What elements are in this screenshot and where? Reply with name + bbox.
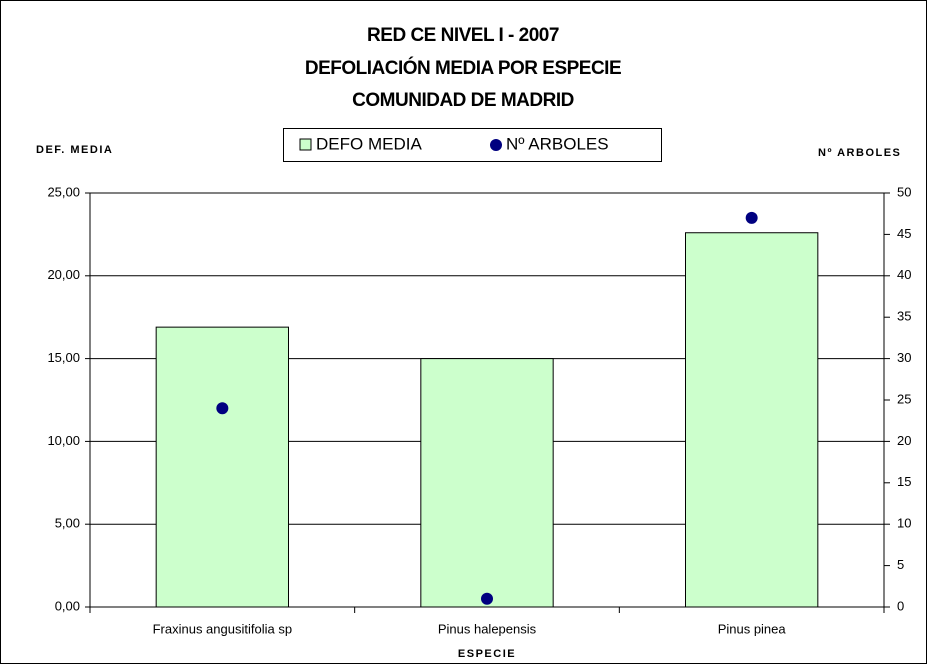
y2-tick-label: 20: [897, 433, 911, 448]
x-tick-label: Pinus halepensis: [438, 621, 537, 636]
legend-swatch: [299, 138, 312, 151]
y2-tick-label: 15: [897, 474, 911, 489]
chart-title: RED CE NIVEL I - 2007: [367, 25, 559, 46]
y2-tick-label: 30: [897, 350, 911, 365]
y-tick-label: 0,00: [55, 598, 80, 613]
y-tick-label: 25,00: [47, 184, 80, 199]
y2-tick-label: 5: [897, 557, 904, 572]
legend-swatch: [490, 139, 502, 151]
y-tick-label: 10,00: [47, 433, 80, 448]
legend-box: [283, 128, 662, 162]
legend-label: DEFO MEDIA: [316, 134, 422, 153]
bar: [420, 358, 554, 608]
y2-tick-label: 0: [897, 598, 904, 613]
y-tick-label: 5,00: [55, 516, 80, 531]
x-axis-title: ESPECIE: [458, 648, 516, 660]
y-axis-title: DEF. MEDIA: [36, 144, 113, 156]
y2-axis-title: Nº ARBOLES: [818, 147, 901, 159]
point: [745, 211, 758, 224]
legend-label: Nº ARBOLES: [506, 134, 609, 153]
y2-tick-label: 40: [897, 267, 911, 282]
y2-tick-label: 25: [897, 391, 911, 406]
y2-tick-label: 45: [897, 226, 911, 241]
chart-title: DEFOLIACIÓN MEDIA POR ESPECIE: [305, 57, 621, 79]
y-tick-label: 20,00: [47, 267, 80, 282]
point: [481, 592, 493, 605]
chart-title: COMUNIDAD DE MADRID: [352, 90, 574, 111]
bar: [685, 232, 819, 608]
bar: [155, 326, 289, 608]
y2-tick-label: 50: [897, 184, 911, 199]
y-tick-label: 15,00: [47, 350, 80, 365]
point: [216, 402, 229, 415]
x-tick-label: Fraxinus angusitifolia sp: [153, 621, 292, 636]
y2-tick-label: 35: [897, 309, 911, 324]
y2-tick-label: 10: [897, 516, 911, 531]
x-tick-label: Pinus pinea: [718, 621, 787, 636]
